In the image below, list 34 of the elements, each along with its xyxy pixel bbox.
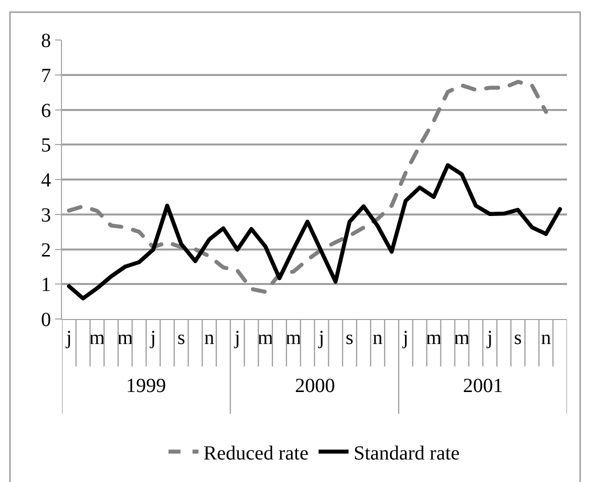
legend-label: Reduced rate — [204, 442, 309, 464]
x-tick-label: m — [454, 327, 470, 349]
line-series — [67, 80, 548, 294]
y-tick-label: 0 — [41, 309, 51, 331]
text: 1999 — [126, 375, 166, 397]
x-tick-label: j — [65, 327, 72, 349]
x-tick-label: j — [486, 327, 493, 349]
x-tick-label: n — [540, 327, 551, 349]
x-tick-label: m — [89, 327, 106, 349]
x-tick-label: s — [514, 327, 522, 349]
text: 2001 — [463, 375, 503, 397]
x-tick-label: j — [402, 327, 408, 349]
legend-label: Standard rate — [354, 442, 460, 464]
x-tick-label: j — [149, 327, 156, 349]
text: 2000 — [295, 375, 335, 397]
x-tick-label: n — [372, 327, 383, 349]
y-tick-label: 5 — [41, 134, 51, 157]
y-tick-label: 2 — [41, 239, 51, 262]
y-tick-label: 7 — [41, 64, 51, 87]
x-tick-label: j — [318, 327, 324, 349]
x-tick-label: n — [204, 327, 214, 349]
y-tick-label: 4 — [41, 170, 51, 192]
x-tick-label: m — [426, 327, 442, 349]
y-tick-label: 8 — [41, 30, 51, 52]
x-tick-label: j — [234, 327, 240, 349]
y-tick-label: 3 — [41, 204, 51, 226]
x-tick-label: m — [286, 327, 302, 349]
x-tick-label: s — [346, 327, 354, 349]
line-series — [67, 163, 562, 300]
x-tick-label: m — [117, 327, 134, 349]
y-tick-label: 6 — [41, 100, 51, 122]
x-tick-label: s — [177, 327, 186, 349]
x-tick-label: m — [258, 327, 274, 349]
y-tick-label: 1 — [41, 274, 51, 296]
